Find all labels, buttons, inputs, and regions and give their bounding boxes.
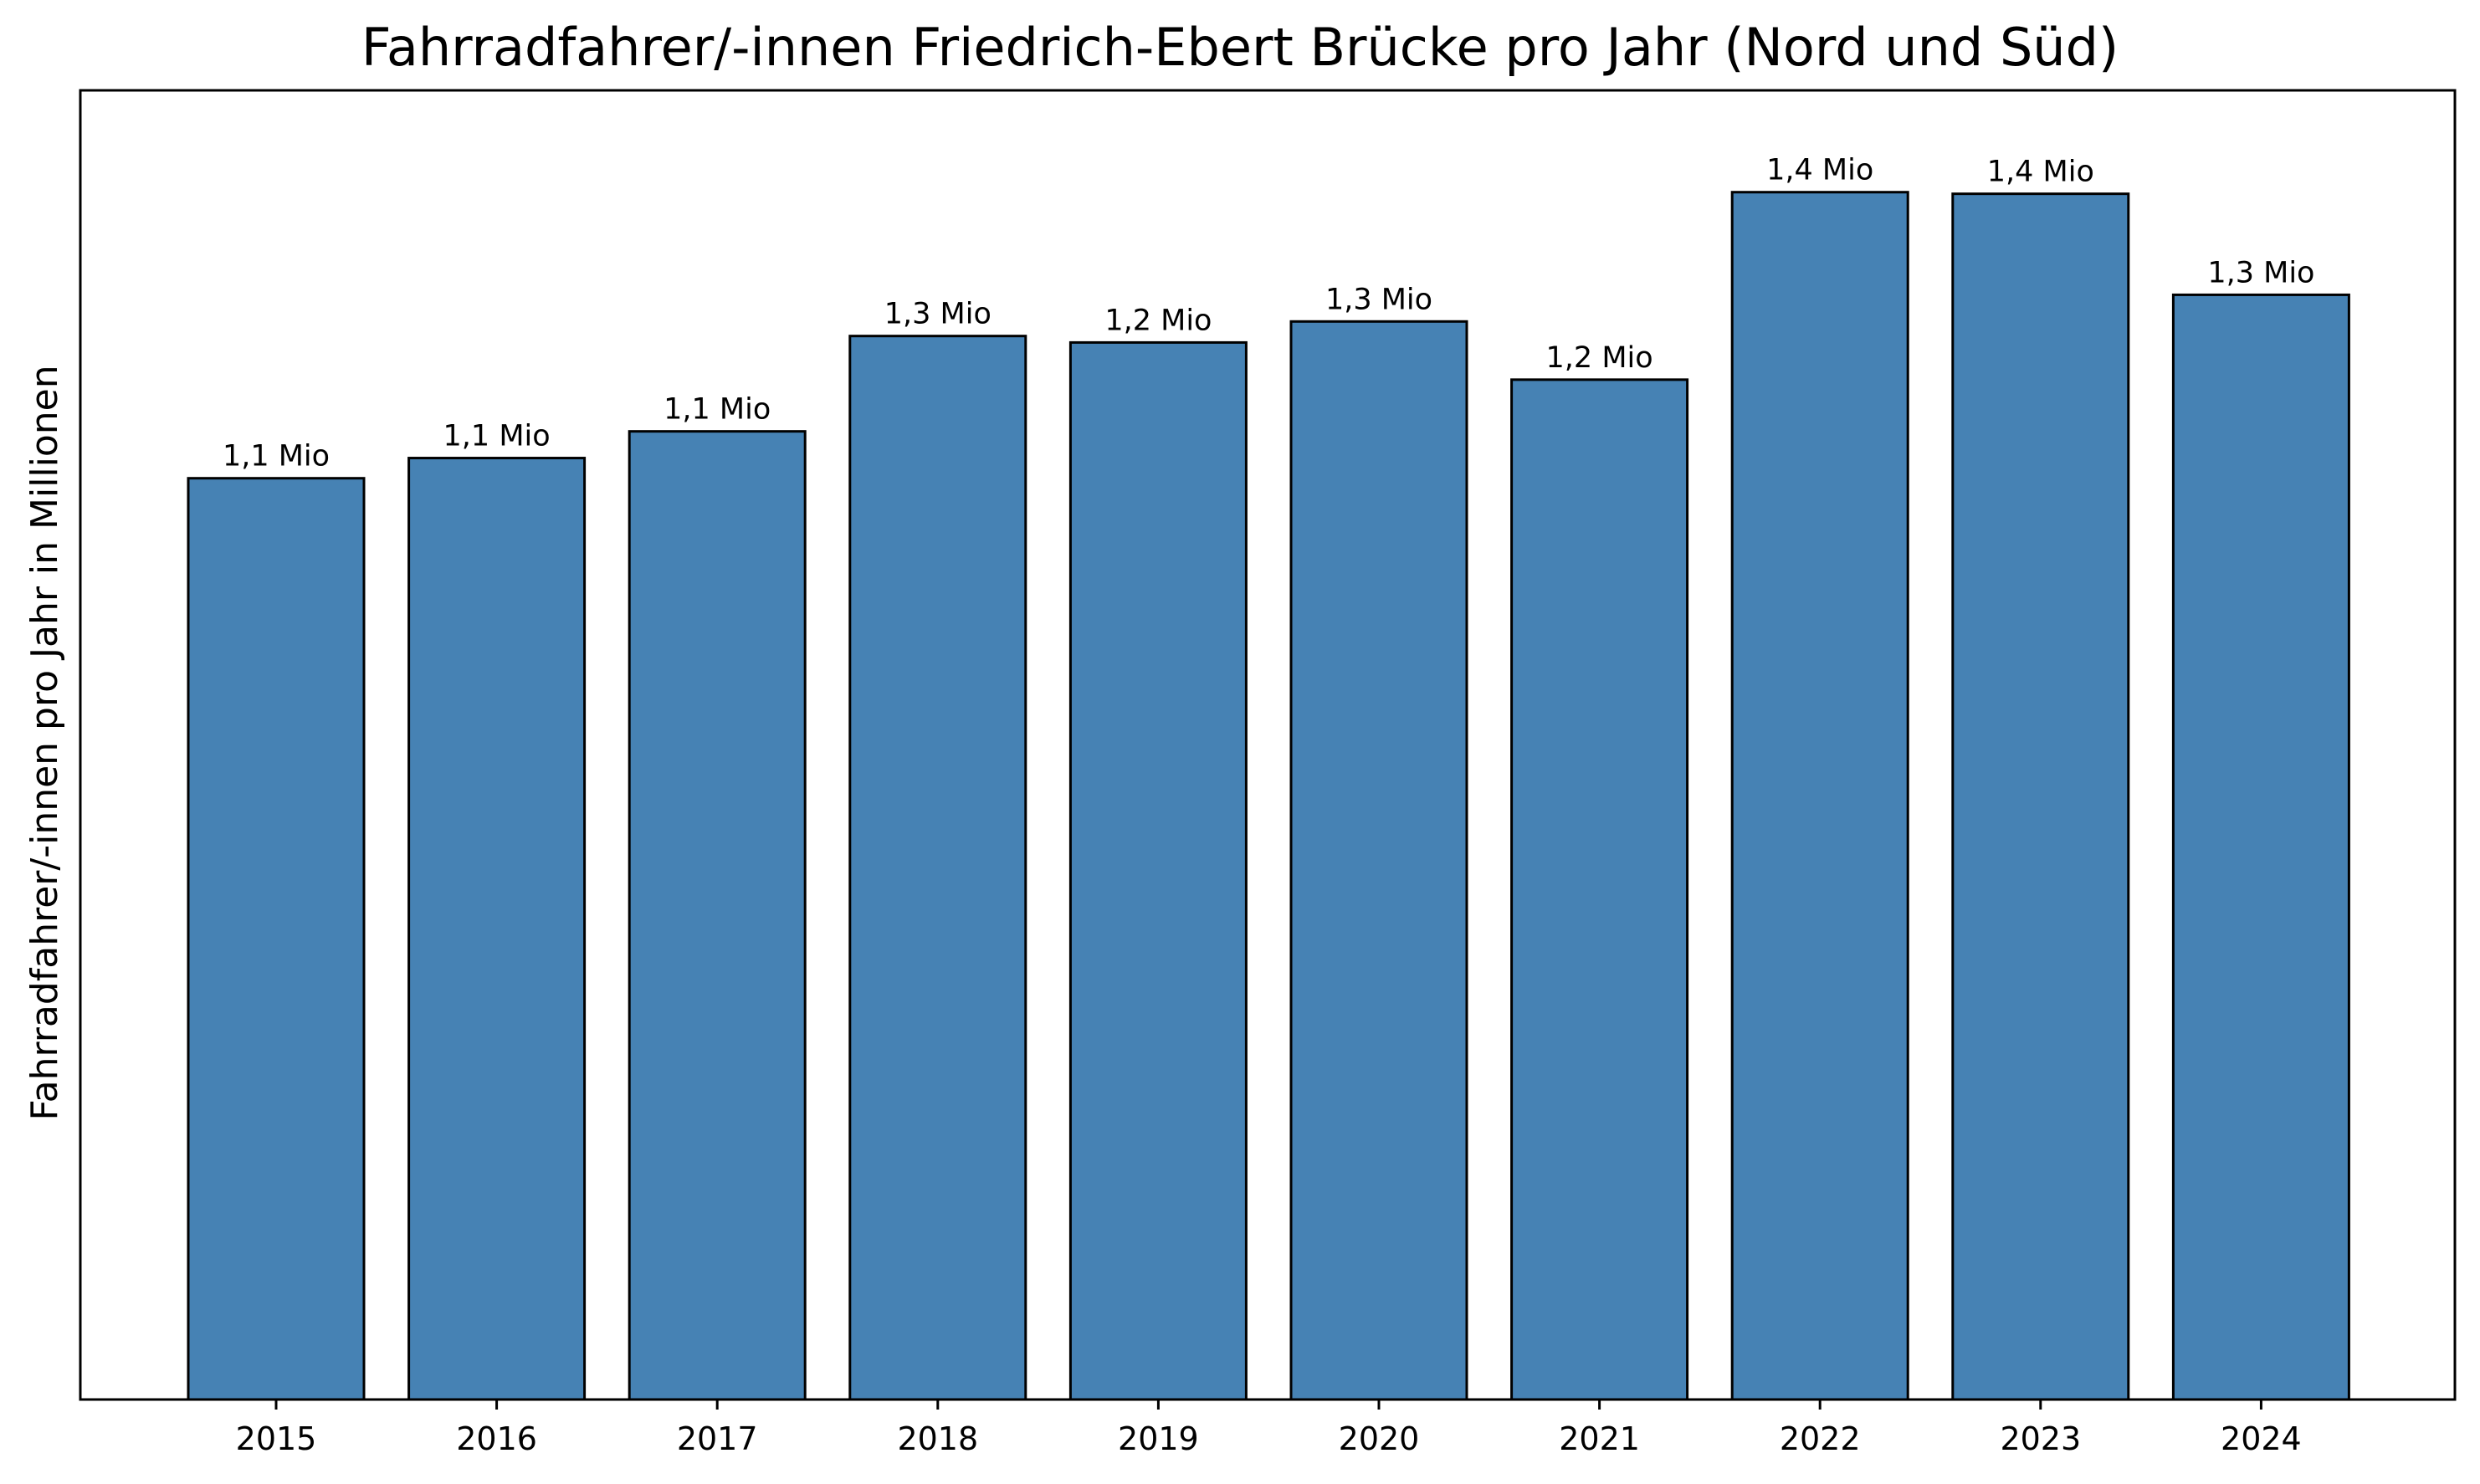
- data-label-2017: 1,1 Mio: [664, 393, 771, 427]
- x-axis-ticks: 2015 2016 2017 2018 2019 2020 2021 2022 2023 2024: [236, 1400, 2302, 1457]
- bar-2022: [1730, 191, 1909, 1401]
- bar-2015: [187, 477, 366, 1401]
- bar-2016: [407, 457, 587, 1401]
- data-label-2024: 1,3 Mio: [2207, 256, 2314, 289]
- data-label-2022: 1,4 Mio: [1766, 154, 1873, 187]
- bar-2018: [848, 335, 1027, 1401]
- data-label-2023: 1,4 Mio: [1987, 156, 2094, 189]
- data-label-2015: 1,1 Mio: [223, 440, 330, 473]
- x-tick-label-2018: 2018: [897, 1420, 978, 1457]
- x-tick-label-2022: 2022: [1780, 1420, 1861, 1457]
- y-axis-label: Fahrradfahrer/-innen pro Jahr in Million…: [23, 365, 66, 1120]
- bar-2017: [628, 430, 807, 1401]
- data-label-2020: 1,3 Mio: [1325, 283, 1432, 316]
- bar-2024: [2171, 293, 2350, 1401]
- x-tick-label-2024: 2024: [2221, 1420, 2302, 1457]
- data-label-2021: 1,2 Mio: [1546, 341, 1653, 375]
- x-tick-label-2017: 2017: [677, 1420, 758, 1457]
- x-tick-label-2019: 2019: [1118, 1420, 1199, 1457]
- bar-2020: [1289, 320, 1468, 1401]
- data-label-2016: 1,1 Mio: [443, 420, 551, 453]
- bar-2023: [1951, 192, 2130, 1401]
- data-label-2019: 1,2 Mio: [1104, 304, 1212, 337]
- plot-frame: [79, 89, 2457, 1401]
- x-tick-label-2023: 2023: [2000, 1420, 2081, 1457]
- x-tick-label-2020: 2020: [1339, 1420, 1420, 1457]
- bar-2021: [1510, 378, 1689, 1401]
- data-labels-group: 1,1 Mio 1,1 Mio 1,1 Mio 1,3 Mio 1,2 Mio 1,3 M…: [223, 154, 2315, 473]
- x-tick-label-2021: 2021: [1559, 1420, 1640, 1457]
- bars-group: [187, 191, 2350, 1401]
- x-tick-label-2016: 2016: [456, 1420, 537, 1457]
- chart-title: Fahrradfahrer/-innen Friedrich-Ebert Brü…: [361, 17, 2119, 78]
- bar-2019: [1068, 340, 1248, 1401]
- data-label-2018: 1,3 Mio: [884, 298, 991, 331]
- x-tick-label-2015: 2015: [236, 1420, 317, 1457]
